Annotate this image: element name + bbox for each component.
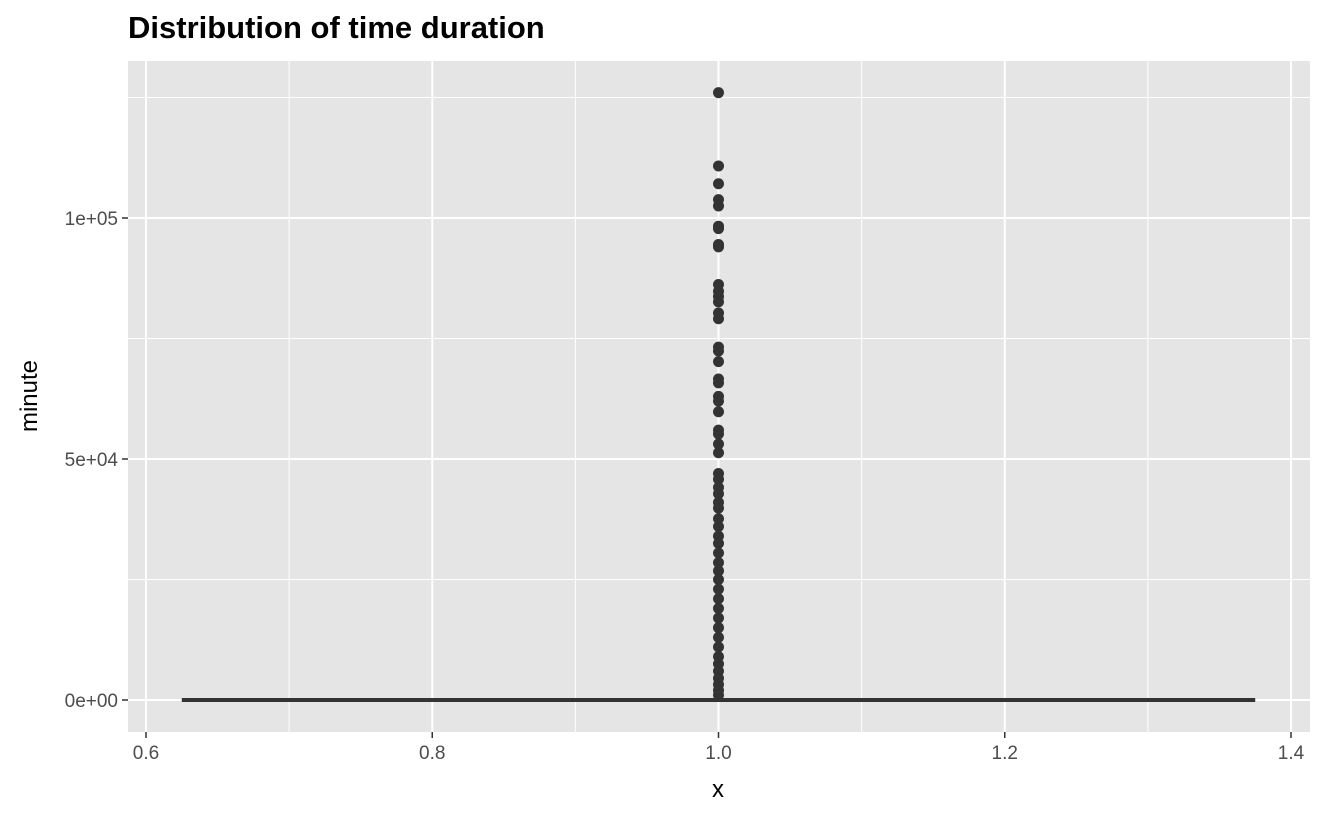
y-axis-label: minute xyxy=(16,360,43,432)
outlier-point xyxy=(713,241,724,253)
outlier-point xyxy=(713,565,724,577)
outlier-point xyxy=(713,574,724,585)
x-tick-label: 0.6 xyxy=(133,743,159,764)
y-tick-label: 1e+05 xyxy=(65,209,118,230)
outlier-point xyxy=(713,612,724,624)
outlier-point xyxy=(713,438,724,450)
outlier-point xyxy=(713,583,724,595)
outlier-point xyxy=(713,377,724,389)
x-axis-label: x xyxy=(712,776,724,803)
chart-marks xyxy=(181,87,1256,702)
outlier-point xyxy=(713,488,724,500)
outlier-point xyxy=(713,395,724,407)
outlier-point xyxy=(713,428,724,440)
chart-title: Distribution of time duration xyxy=(128,10,545,45)
outlier-point xyxy=(713,631,724,643)
y-tick-label: 5e+04 xyxy=(65,450,119,471)
outlier-point xyxy=(713,602,724,614)
outlier-point xyxy=(713,520,724,532)
outlier-point xyxy=(713,356,724,368)
outlier-point xyxy=(713,178,724,190)
outlier-point xyxy=(713,689,724,701)
outlier-point xyxy=(713,502,724,514)
outlier-point xyxy=(713,406,724,418)
outlier-point xyxy=(713,200,724,212)
outlier-point xyxy=(713,547,724,559)
outlier-point xyxy=(713,513,724,525)
outlier-point xyxy=(713,345,724,357)
outlier-point xyxy=(713,223,724,235)
outlier-point xyxy=(713,537,724,549)
axes: 0.6 0.8 1.0 1.2 1.4 0e+00 5e+04 1e+05 xyxy=(65,209,1305,764)
y-tick-label: 0e+00 xyxy=(65,691,118,712)
outlier-point xyxy=(713,447,724,459)
outlier-point xyxy=(713,593,724,605)
outlier-point xyxy=(713,473,724,485)
outlier-point xyxy=(713,296,724,308)
x-tick-label: 1.2 xyxy=(992,743,1018,764)
x-tick-label: 1.4 xyxy=(1278,743,1305,764)
outlier-point xyxy=(713,160,724,172)
outlier-point xyxy=(713,313,724,325)
outlier-point xyxy=(713,557,724,569)
x-tick-label: 1.0 xyxy=(705,743,731,764)
outlier-point xyxy=(713,87,724,99)
outlier-point xyxy=(713,622,724,634)
x-tick-label: 0.8 xyxy=(419,743,445,764)
outlier-point xyxy=(713,641,724,653)
